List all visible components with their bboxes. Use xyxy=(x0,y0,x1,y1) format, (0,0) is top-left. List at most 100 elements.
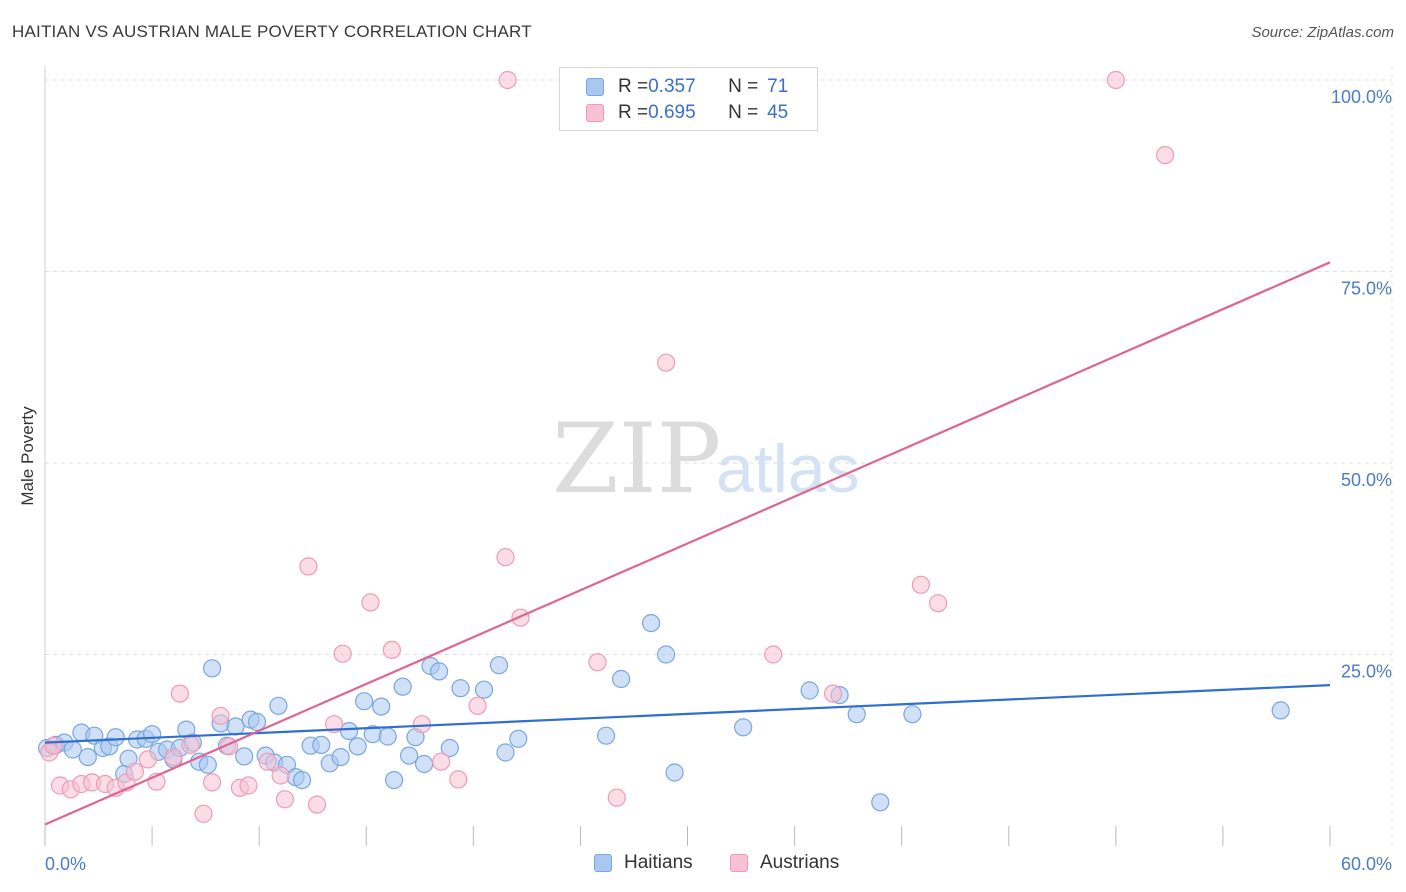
austrians-point-27 xyxy=(333,644,352,663)
austrians-point-44 xyxy=(1106,70,1125,90)
austrians-point-12 xyxy=(164,747,183,767)
haitians-trend-line xyxy=(44,684,1331,744)
haitians-point-62 xyxy=(656,645,676,664)
haitians-r-label: R = xyxy=(618,76,649,97)
y-axis-label: Male Poverty xyxy=(18,406,37,506)
haitians-point-5 xyxy=(78,747,97,767)
austrians-point-45 xyxy=(1155,146,1175,165)
haitians-point-55 xyxy=(474,680,494,699)
haitians-point-32 xyxy=(269,696,288,715)
haitians-point-48 xyxy=(400,746,419,765)
haitians-point-23 xyxy=(203,659,222,678)
haitians-point-47 xyxy=(393,677,412,696)
austrians-point-10 xyxy=(138,750,157,769)
austrians-swatch xyxy=(586,104,604,122)
haitians-point-46 xyxy=(385,770,404,790)
axis-layer: 25.0% 50.0% 75.0% 100.0% 0.0% 60.0% xyxy=(44,66,1392,874)
austrians-point-17 xyxy=(211,706,230,725)
austrians-point-42 xyxy=(911,575,931,594)
haitians-point-63 xyxy=(665,763,684,782)
haitians-point-14 xyxy=(143,725,162,744)
haitians-point-37 xyxy=(312,735,331,755)
austrians-point-43 xyxy=(928,594,948,613)
austrians-point-34 xyxy=(496,548,515,567)
austrians-point-30 xyxy=(412,715,431,734)
austrians-point-41 xyxy=(823,684,843,703)
austrians-point-28 xyxy=(361,593,380,612)
trend-layer xyxy=(44,261,1331,826)
y-tick-label-25: 25.0% xyxy=(1341,662,1392,682)
austrians-point-31 xyxy=(432,752,451,771)
grid-layer xyxy=(45,66,1393,846)
x-tick-label-max: 60.0% xyxy=(1341,854,1392,874)
austrians-r-label: R = xyxy=(618,102,649,123)
legend-haitians-label: Haitians xyxy=(624,852,693,873)
haitians-n-value: 71 xyxy=(767,76,789,97)
austrians-point-14 xyxy=(181,735,200,755)
series-legend: Haitians Austrians xyxy=(0,852,1406,878)
haitians-point-35 xyxy=(292,770,312,790)
haitians-point-68 xyxy=(871,793,890,812)
haitians-point-9 xyxy=(106,728,125,747)
austrians-point-32 xyxy=(449,770,468,789)
x-tick-label-min: 0.0% xyxy=(45,854,86,874)
austrians-point-20 xyxy=(239,776,258,795)
austrians-n-label: N = xyxy=(728,102,759,123)
haitians-point-52 xyxy=(430,662,449,681)
austrians-r-value: 0.695 xyxy=(648,102,696,123)
austrians-point-35 xyxy=(498,70,517,90)
austrians-point-9 xyxy=(125,762,144,781)
legend-austrians-label: Austrians xyxy=(760,852,840,873)
haitians-point-70 xyxy=(1271,701,1290,720)
haitians-point-29 xyxy=(247,712,267,732)
austrians-point-40 xyxy=(764,645,783,664)
austrians-point-38 xyxy=(607,788,626,807)
austrians-point-33 xyxy=(468,696,487,715)
haitians-point-54 xyxy=(451,679,470,698)
haitians-point-41 xyxy=(348,737,367,756)
watermark-atlas: atlas xyxy=(716,431,860,507)
legend-haitians-swatch xyxy=(594,854,612,872)
austrians-trend-line xyxy=(44,261,1331,826)
austrians-point-13 xyxy=(170,684,189,703)
haitians-point-3 xyxy=(63,740,82,759)
austrians-point-29 xyxy=(382,640,401,660)
legend-item-haitians[interactable]: Haitians xyxy=(594,852,693,874)
austrians-point-25 xyxy=(307,795,327,814)
haitians-point-42 xyxy=(355,692,374,711)
austrians-point-1 xyxy=(44,736,63,755)
watermark-zip: ZIP xyxy=(552,403,721,515)
haitians-point-50 xyxy=(415,754,434,774)
series-austrians xyxy=(40,70,1175,823)
stats-legend: R = 0.357 N = 71 R = 0.695 N = 45 xyxy=(559,67,818,131)
chart-title: HAITIAN VS AUSTRIAN MALE POVERTY CORRELA… xyxy=(12,22,532,41)
haitians-point-44 xyxy=(372,697,391,716)
haitians-point-57 xyxy=(496,743,515,762)
haitians-point-40 xyxy=(340,721,359,741)
austrians-point-21 xyxy=(258,752,277,771)
haitians-point-60 xyxy=(611,669,631,689)
y-tick-label-75: 75.0% xyxy=(1341,279,1392,299)
y-tick-label-100: 100.0% xyxy=(1331,87,1392,107)
y-tick-label-50: 50.0% xyxy=(1341,470,1392,490)
haitians-point-53 xyxy=(440,738,459,758)
haitians-swatch xyxy=(586,78,604,96)
haitians-point-39 xyxy=(331,747,350,767)
haitians-point-22 xyxy=(198,755,217,774)
legend-austrians-swatch xyxy=(730,854,748,872)
source-label: Source: ZipAtlas.com xyxy=(1251,24,1394,41)
austrians-point-24 xyxy=(299,557,318,576)
haitians-point-59 xyxy=(596,726,616,745)
haitians-point-64 xyxy=(734,718,753,737)
haitians-n-label: N = xyxy=(728,76,759,97)
points-layer xyxy=(37,70,1290,823)
stats-legend-row-haitians: R = 0.357 N = 71 xyxy=(586,74,788,100)
austrians-point-37 xyxy=(588,653,607,672)
haitians-point-67 xyxy=(847,705,866,724)
haitians-point-45 xyxy=(378,727,397,746)
haitians-point-61 xyxy=(641,613,661,633)
austrians-point-23 xyxy=(275,790,294,809)
legend-item-austrians[interactable]: Austrians xyxy=(730,852,839,874)
austrians-point-15 xyxy=(194,804,213,823)
